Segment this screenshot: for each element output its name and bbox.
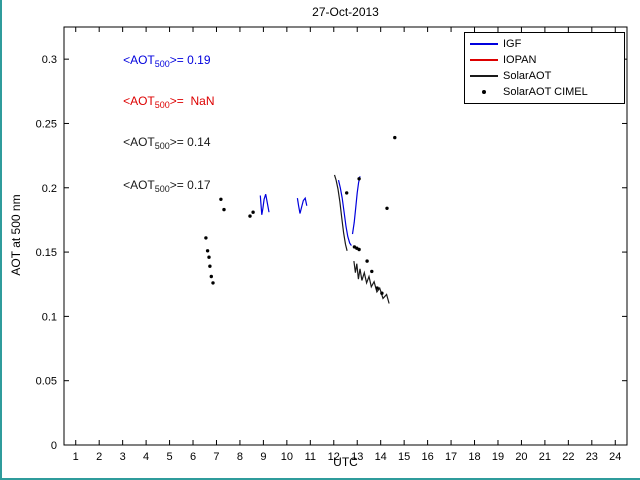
x-tick-label: 15: [398, 451, 410, 463]
y-tick-label: 0.15: [36, 247, 57, 259]
series-line-solaraot: [333, 174, 348, 251]
legend-line-sample-iopan: [470, 59, 498, 61]
series-point-solaraot-cimel: [248, 214, 252, 218]
legend-item-igf: IGF: [465, 36, 624, 52]
legend-item-solaraot: SolarAOT: [465, 68, 624, 84]
x-tick-label: 6: [190, 451, 196, 463]
legend-label-solaraot: SolarAOT: [503, 70, 552, 82]
y-tick-label: 0.3: [42, 54, 57, 66]
series-point-solaraot-cimel: [219, 197, 223, 201]
series-point-solaraot-cimel: [365, 259, 369, 263]
annotation-text: >= 0.17: [169, 177, 211, 192]
x-tick-label: 13: [351, 451, 363, 463]
x-axis-label: UTC: [333, 455, 358, 469]
legend-label-iopan: IOPAN: [503, 54, 537, 66]
annotation-solaraot-mean: <AOT500>= 0.14: [110, 121, 211, 165]
series-point-solaraot-cimel: [222, 207, 226, 212]
x-tick-label: 16: [421, 451, 433, 463]
x-tick-label: 12: [328, 451, 340, 463]
annotation-text: <AOT: [123, 52, 155, 67]
x-tick-label: 22: [562, 451, 574, 463]
legend-swatch-slot: [465, 59, 503, 61]
x-tick-label: 23: [586, 451, 598, 463]
series-point-solaraot-cimel: [393, 135, 397, 140]
series-line-igf: [337, 179, 352, 246]
y-tick-label: 0.2: [42, 183, 57, 195]
x-tick-label: 9: [260, 451, 266, 463]
series-line-igf: [296, 196, 308, 214]
chart-title: 27-Oct-2013: [312, 5, 379, 19]
x-tick-label: 18: [468, 451, 480, 463]
legend-dot-sample-cimel: [482, 90, 486, 94]
x-tick-label: 20: [515, 451, 527, 463]
legend-swatch-slot: [465, 43, 503, 45]
x-tick-label: 8: [237, 451, 243, 463]
annotation-subscript: 500: [154, 99, 170, 110]
annotation-text: <AOT: [123, 177, 155, 192]
x-tick-label: 10: [281, 451, 293, 463]
x-tick-label: 3: [120, 451, 126, 463]
y-tick-label: 0.25: [36, 118, 57, 130]
series-point-solaraot-cimel: [211, 281, 215, 285]
series-line-igf: [259, 194, 270, 215]
series-point-solaraot-cimel: [357, 177, 361, 181]
annotation-text: <AOT: [123, 93, 155, 108]
series-point-solaraot-cimel: [370, 269, 374, 274]
annotation-subscript: 500: [154, 183, 170, 194]
y-tick-label: 0.1: [42, 311, 57, 323]
series-point-solaraot-cimel: [251, 210, 255, 214]
series-point-solaraot-cimel: [375, 286, 379, 290]
x-tick-label: 24: [609, 451, 621, 463]
series-point-solaraot-cimel: [380, 291, 384, 295]
series-point-solaraot-cimel: [207, 255, 211, 259]
legend-item-solaraot-cimel: SolarAOT CIMEL: [465, 84, 624, 100]
series-point-solaraot-cimel: [357, 247, 361, 252]
y-tick-label: 0.05: [36, 376, 57, 388]
legend: IGF IOPAN SolarAOT SolarAOT CIMEL: [464, 32, 625, 104]
x-tick-label: 7: [213, 451, 219, 463]
x-tick-label: 17: [445, 451, 457, 463]
annotation-cimel-mean: <AOT500>= 0.17: [110, 164, 211, 208]
legend-line-sample-solaraot: [470, 75, 498, 77]
annotation-igf-mean: <AOT500>= 0.19: [110, 39, 211, 83]
annotation-iopan-mean: <AOT500>= NaN: [110, 80, 215, 124]
legend-line-sample-igf: [470, 43, 498, 45]
legend-item-iopan: IOPAN: [465, 52, 624, 68]
annotation-text: >= 0.19: [169, 52, 211, 67]
x-tick-label: 1: [73, 451, 79, 463]
series-point-solaraot-cimel: [205, 249, 210, 253]
x-tick-label: 21: [539, 451, 551, 463]
x-tick-label: 14: [375, 451, 387, 463]
annotation-subscript: 500: [154, 141, 170, 152]
x-tick-label: 2: [96, 451, 102, 463]
x-tick-label: 19: [492, 451, 504, 463]
annotation-text: >= NaN: [169, 93, 215, 108]
x-tick-label: 11: [305, 451, 316, 463]
series-point-solaraot-cimel: [208, 264, 212, 268]
series-point-solaraot-cimel: [385, 206, 389, 210]
annotation-text: <AOT: [123, 135, 155, 150]
x-tick-label: 5: [167, 451, 173, 463]
legend-swatch-slot: [465, 90, 503, 94]
series-point-solaraot-cimel: [209, 274, 213, 279]
x-tick-label: 4: [143, 451, 149, 463]
series-line-igf: [351, 176, 361, 235]
series-point-solaraot-cimel: [204, 236, 208, 240]
annotation-subscript: 500: [154, 58, 170, 69]
legend-label-igf: IGF: [503, 38, 522, 50]
legend-label-solaraot-cimel: SolarAOT CIMEL: [503, 86, 588, 98]
series-point-solaraot-cimel: [345, 191, 349, 195]
annotation-text: >= 0.14: [169, 135, 211, 150]
legend-swatch-slot: [465, 75, 503, 77]
y-tick-label: 0: [51, 440, 57, 452]
